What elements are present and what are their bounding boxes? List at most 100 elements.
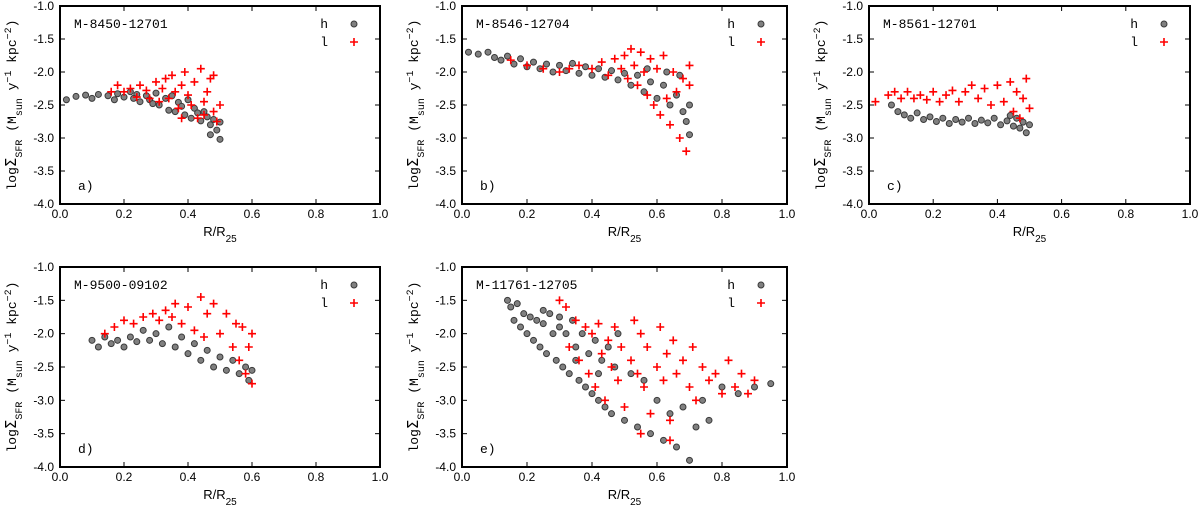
data-point-h <box>229 356 237 364</box>
data-point-l <box>161 74 170 83</box>
data-point-l <box>228 343 237 351</box>
legend-label-h: h <box>320 17 328 32</box>
legend-marker-h <box>1160 20 1168 28</box>
data-point-l <box>565 343 574 351</box>
data-point-h <box>608 410 615 418</box>
data-point-l <box>555 296 564 305</box>
data-point-l <box>203 87 212 96</box>
data-point-h <box>614 330 622 338</box>
data-point-l <box>884 91 893 100</box>
x-tick-label: 1.0 <box>1182 207 1199 221</box>
data-point-l <box>636 329 645 338</box>
data-point-h <box>945 119 953 127</box>
data-point-l <box>750 376 759 385</box>
data-point-l <box>627 356 635 365</box>
data-point-h <box>171 108 179 116</box>
legend-marker-h <box>757 20 765 28</box>
panel-letter: b) <box>480 179 496 194</box>
data-point-l <box>184 91 192 100</box>
panel-title: M-9500-09102 <box>74 278 168 293</box>
data-point-l <box>177 81 186 90</box>
data-point-h <box>767 380 775 388</box>
x-tick-label: 1.0 <box>372 470 389 484</box>
data-point-h <box>549 68 557 76</box>
data-point-l <box>184 303 192 311</box>
data-point-h <box>634 71 641 79</box>
data-point-l <box>177 114 186 123</box>
data-point-l <box>630 316 639 325</box>
x-tick-label: 0.6 <box>244 470 261 484</box>
data-point-l <box>731 383 739 391</box>
data-point-l <box>113 81 122 90</box>
y-tick-label: -1.0 <box>842 0 863 13</box>
data-point-l <box>669 68 678 76</box>
y-tick-label: -1.5 <box>33 32 54 46</box>
y-tick-label: -1.0 <box>33 0 54 13</box>
y-tick-label: -2.5 <box>33 98 54 112</box>
data-point-h <box>575 69 583 77</box>
data-point-l <box>692 396 700 405</box>
data-point-h <box>1022 129 1030 137</box>
x-tick-label: 0.0 <box>454 470 471 484</box>
data-point-l <box>584 369 593 378</box>
data-point-h <box>1016 124 1024 132</box>
data-point-h <box>582 383 589 391</box>
x-tick-label: 0.0 <box>861 207 878 221</box>
data-point-h <box>585 350 593 358</box>
panel-title: M-8546-12704 <box>476 17 570 32</box>
x-tick-label: 0.2 <box>519 207 536 221</box>
data-point-l <box>588 64 596 73</box>
data-point-l <box>669 336 678 345</box>
data-point-l <box>571 316 580 325</box>
data-point-h <box>158 340 166 348</box>
data-point-l <box>967 81 976 90</box>
data-point-h <box>653 396 661 404</box>
data-point-h <box>88 336 96 344</box>
legend-marker-l <box>350 299 358 307</box>
data-point-h <box>666 410 674 418</box>
data-point-h <box>595 396 602 404</box>
data-point-h <box>530 58 537 66</box>
data-point-l <box>110 323 119 331</box>
data-point-h <box>82 91 90 99</box>
data-point-l <box>241 369 250 378</box>
data-point-h <box>952 116 960 124</box>
data-point-h <box>601 403 609 411</box>
data-point-h <box>549 330 557 338</box>
data-point-l <box>649 101 658 109</box>
data-point-l <box>523 61 531 70</box>
data-point-l <box>922 95 931 104</box>
data-point-h <box>510 60 518 68</box>
y-tick-label: -4.0 <box>33 197 54 211</box>
data-point-l <box>248 329 256 338</box>
data-point-l <box>614 376 622 385</box>
data-point-l <box>129 319 138 328</box>
data-point-h <box>894 108 902 116</box>
x-tick-label: 0.6 <box>649 470 666 484</box>
data-point-l <box>248 379 256 388</box>
data-point-l <box>909 94 918 103</box>
data-point-l <box>120 87 128 96</box>
legend-marker-l <box>1160 38 1168 46</box>
data-point-l <box>630 61 639 70</box>
y-tick-label: -2.0 <box>33 65 54 79</box>
y-tick-label: -2.5 <box>842 98 863 112</box>
data-point-h <box>248 366 256 374</box>
data-point-h <box>718 383 726 391</box>
chart-panel-a: 0.0 0.2 0.4 0.6 0.8 1.0 -1.0 -1.5 -2.0 -2.5 -3.0 -3… <box>2 0 389 245</box>
data-point-l <box>588 329 596 338</box>
data-point-h <box>165 323 173 331</box>
data-point-h <box>126 333 134 341</box>
data-point-l <box>659 51 668 60</box>
data-point-l <box>209 71 218 80</box>
data-point-h <box>572 343 580 351</box>
data-point-l <box>711 369 720 378</box>
x-tick-label: 0.8 <box>308 470 325 484</box>
y-axis-label: logΣSFR (Msun y−1 kpc−2) <box>404 19 428 190</box>
data-point-h <box>510 316 518 324</box>
data-point-l <box>155 316 164 325</box>
chart-panel-c: 0.0 0.2 0.4 0.6 0.8 1.0 -1.0 -1.5 -2.0 -2.5 -3.0 -3… <box>811 0 1199 245</box>
data-point-l <box>190 326 199 335</box>
y-axis-label: logΣSFR (Msun y−1 kpc−2) <box>404 281 428 452</box>
